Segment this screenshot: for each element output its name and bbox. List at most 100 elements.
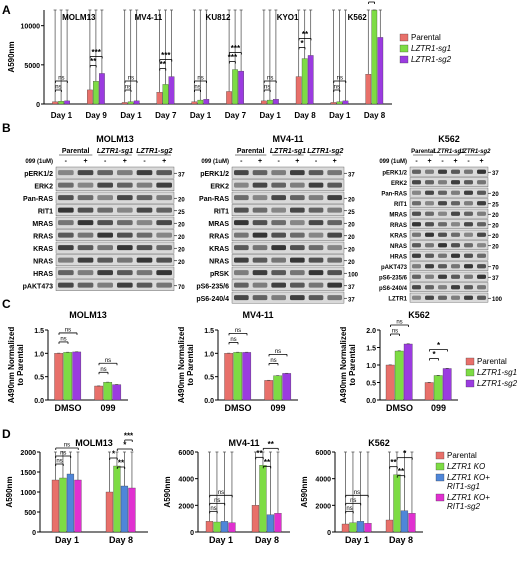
blot-band	[412, 180, 421, 185]
blot-band	[451, 285, 460, 290]
bar-1	[197, 99, 204, 105]
blot-band	[252, 232, 268, 238]
blot-band	[308, 195, 324, 201]
bar-0	[385, 364, 395, 401]
blot-band	[425, 169, 434, 174]
y-tick-label: 6000	[315, 450, 331, 457]
sig-label: **	[256, 449, 263, 458]
panel-d-label: D	[2, 427, 11, 441]
blot-band	[234, 295, 249, 301]
blot-band	[97, 182, 113, 188]
blot-row-label: KRAS	[33, 246, 53, 253]
bar-2	[307, 55, 314, 105]
bar-2	[442, 368, 452, 401]
blot-band	[464, 180, 473, 185]
blot-band	[252, 270, 268, 276]
blot-band	[234, 232, 249, 238]
bar-2	[282, 373, 292, 401]
blot-row-label: RIT1	[38, 208, 53, 215]
bar-1	[103, 382, 113, 401]
blot-band	[136, 195, 153, 201]
bar-0	[261, 100, 267, 105]
blot-band	[477, 180, 486, 185]
blot-band	[290, 170, 305, 176]
blot-row-label: pAKT473	[381, 265, 408, 271]
blot-row-label: pERK1/2	[200, 171, 229, 178]
blot-band	[136, 220, 153, 226]
blot-band	[327, 245, 342, 251]
category-label: DMSO	[55, 403, 82, 413]
blot-band	[451, 243, 460, 248]
blot-band	[156, 182, 172, 188]
mw-label: 25	[178, 210, 185, 216]
blot-band	[234, 195, 249, 201]
sig-label: *	[403, 449, 407, 458]
blot-band	[290, 182, 305, 188]
blot-band	[77, 270, 94, 276]
y-tick-label: 1.0	[34, 351, 44, 358]
cell-line-title: MOLM13	[62, 13, 96, 22]
sig-label: ns	[235, 328, 241, 334]
blot-band	[252, 295, 268, 301]
panel-c: MOLM13 0.0 0.5 1.0 1.5 DMSO 099 A490nm Normaliz…	[7, 310, 518, 413]
blot-band	[58, 220, 74, 226]
blot-band	[477, 201, 486, 206]
blot-band	[425, 264, 434, 269]
bar-1	[393, 474, 401, 533]
chart-title: K562	[408, 310, 430, 320]
blot-strip	[55, 241, 175, 254]
blot-strip	[231, 241, 345, 254]
chart-title: K562	[368, 438, 390, 448]
bar-3	[364, 523, 372, 533]
blot-band	[252, 195, 268, 201]
bar-1	[213, 521, 221, 533]
blot-band	[136, 182, 153, 188]
blot-band	[438, 180, 447, 185]
mw-label: 70	[178, 285, 185, 291]
blot-band	[58, 282, 74, 288]
legend-swatch	[465, 379, 475, 388]
blot-strip	[231, 254, 345, 267]
blot-band	[451, 169, 460, 174]
blot-band	[58, 270, 74, 276]
blot-sign: -	[415, 158, 418, 165]
bar-1	[59, 477, 67, 533]
bar-3	[408, 513, 416, 533]
blot-band	[327, 182, 342, 188]
blot-strip	[231, 191, 345, 204]
legend-swatch	[435, 493, 445, 502]
blot-band	[77, 170, 94, 176]
blot-drug-label: 099 (1uM)	[379, 159, 407, 165]
legend-swatch	[399, 44, 409, 53]
blot-band	[425, 232, 434, 237]
blot-band	[58, 182, 74, 188]
bar-2	[377, 37, 384, 105]
category-label: 099	[431, 403, 446, 413]
day-label: Day 1	[329, 111, 351, 120]
blot-sign: -	[240, 158, 243, 165]
y-tick-label: 1500	[20, 470, 36, 477]
bar-0	[251, 505, 260, 533]
mw-label: 37	[348, 297, 355, 303]
blot-band	[234, 245, 249, 251]
blot-band	[117, 170, 133, 176]
blot-band	[290, 232, 305, 238]
blot-band	[271, 170, 286, 176]
bar-1	[232, 69, 238, 105]
blot-band	[477, 243, 486, 248]
blot-band	[58, 257, 74, 263]
blot-band	[117, 220, 133, 226]
blot-band	[464, 169, 473, 174]
sig-label: **	[160, 60, 167, 69]
mw-label: 20	[178, 235, 185, 241]
blot-band	[477, 232, 486, 237]
blot-band	[271, 220, 286, 226]
blot-band	[290, 195, 305, 201]
mw-label: 37	[492, 171, 499, 177]
category-label: Day 1	[209, 535, 233, 545]
blot-band	[77, 245, 94, 251]
blot-band	[425, 274, 434, 279]
blot-band	[438, 243, 447, 248]
blot-band	[451, 264, 460, 269]
cell-line-title: KYO1	[277, 13, 299, 22]
